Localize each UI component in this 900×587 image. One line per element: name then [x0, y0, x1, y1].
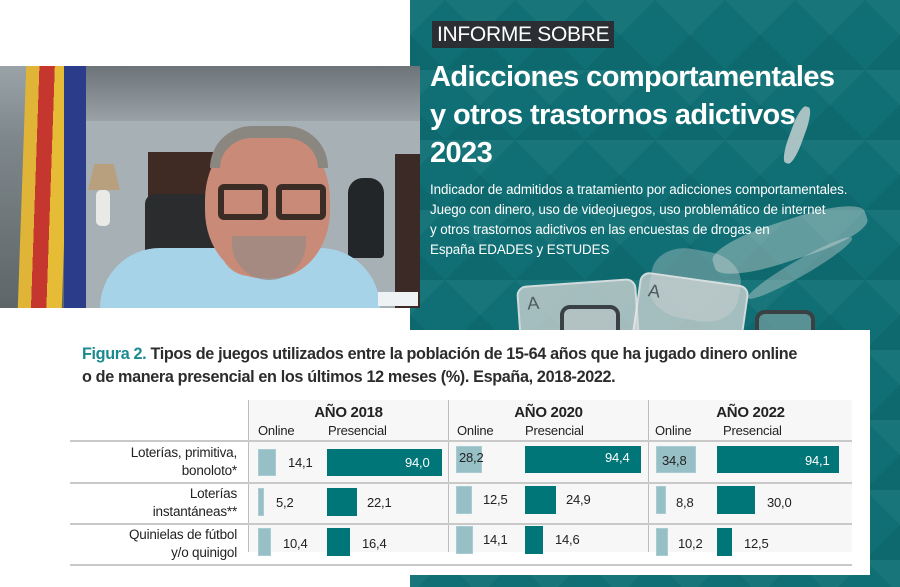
- online-header: Online: [258, 423, 295, 438]
- title-line: y otros trastornos adictivos: [430, 99, 796, 131]
- value-label: 94,0: [405, 455, 430, 470]
- subtitle-line: Indicador de admitidos a tratamiento por…: [430, 182, 848, 197]
- value-label: 16,4: [362, 536, 387, 551]
- online-header: Online: [655, 423, 692, 438]
- value-label: 28,2: [459, 450, 484, 465]
- year-label: AÑO 2022: [716, 404, 785, 421]
- ceiling: [80, 66, 420, 126]
- webcam-video: [0, 66, 420, 308]
- value-label: 12,5: [483, 492, 508, 507]
- bar-online-2018-loterias: [258, 449, 276, 476]
- value-label: 14,6: [555, 532, 580, 547]
- value-label: 94,4: [605, 450, 630, 465]
- panel-2022: AÑO 2022 Online Presencial: [648, 400, 852, 552]
- bar-presencial-2022-quinielas: [717, 528, 732, 556]
- nameplate: [378, 292, 418, 306]
- row-label-quinielas: Quinielas de fútbol y/o quinigol: [128, 527, 237, 560]
- bar-presencial-2020-quinielas: [525, 526, 543, 554]
- presencial-header: Presencial: [525, 423, 584, 438]
- value-label: 5,2: [276, 495, 294, 510]
- title-line: Adicciones comportamentales: [430, 61, 835, 93]
- subtitle-line: Juego con dinero, uso de videojuegos, us…: [430, 202, 826, 217]
- report-cover: A A INFORME SOBRE Adicciones comportamen…: [410, 0, 900, 587]
- value-label: 34,8: [662, 453, 687, 468]
- value-label: 12,5: [744, 536, 769, 551]
- bar-online-2018-quinielas: [258, 528, 271, 556]
- bar-online-2022-loterias: [656, 446, 696, 473]
- year-label: AÑO 2020: [514, 404, 583, 421]
- bar-presencial-2018-instantaneas: [327, 488, 357, 516]
- value-label: 24,9: [566, 492, 591, 507]
- bar-online-2018-instantaneas: [258, 488, 264, 516]
- figure-number: Figura 2.: [82, 345, 147, 363]
- bar-presencial-2022-instantaneas: [717, 486, 755, 514]
- eu-flag: [64, 66, 86, 308]
- value-label: 22,1: [367, 495, 392, 510]
- coat: [348, 178, 384, 258]
- lamp: [88, 164, 120, 190]
- value-label: 8,8: [676, 495, 694, 510]
- subtitle-line: y otros trastornos adictivos en las encu…: [430, 222, 770, 237]
- subtitle-line: España EDADES y ESTUDES: [430, 242, 610, 257]
- value-label: 14,1: [483, 532, 508, 547]
- report-subtitle: Indicador de admitidos a tratamiento por…: [430, 180, 900, 260]
- row-divider: [70, 440, 852, 442]
- row-label-instantaneas: Loterías instantáneas**: [152, 486, 237, 519]
- row-label-loterias: Loterías, primitiva, bonoloto*: [130, 445, 237, 478]
- bar-presencial-2018-loterias: [327, 449, 442, 476]
- online-header: Online: [457, 423, 494, 438]
- glasses: [218, 184, 336, 220]
- bar-online-2020-quinielas: [456, 526, 473, 554]
- value-label: 30,0: [767, 495, 792, 510]
- bar-presencial-2022-loterias: [717, 446, 839, 473]
- value-label: 10,4: [283, 536, 308, 551]
- value-label: 10,2: [678, 536, 703, 551]
- chart-grid: AÑO 2018 Online Presencial AÑO 2020 Onli…: [70, 400, 852, 566]
- title-year: 2023: [430, 137, 493, 169]
- bar-online-2022-quinielas: [656, 528, 668, 556]
- panel-2020: AÑO 2020 Online Presencial: [448, 400, 648, 552]
- lamp-base: [96, 190, 110, 226]
- figure-panel: Figura 2. Tipos de juegos utilizados ent…: [70, 330, 870, 575]
- bar-online-2020-loterias: [456, 446, 482, 473]
- bar-presencial-2018-quinielas: [327, 528, 350, 556]
- value-label: 14,1: [288, 455, 313, 470]
- ace-letter: A: [526, 292, 540, 314]
- figure-title-line1: Tipos de juegos utilizados entre la pobl…: [150, 345, 798, 363]
- presencial-header: Presencial: [328, 423, 387, 438]
- door: [395, 154, 420, 308]
- bar-presencial-2020-loterias: [525, 446, 641, 473]
- figure-title-line2: o de manera presencial en los últimos 12…: [82, 368, 616, 386]
- row-divider: [70, 523, 852, 525]
- panel-2018: AÑO 2018 Online Presencial: [248, 400, 448, 552]
- report-title: Adicciones comportamentales y otros tras…: [430, 58, 890, 172]
- ace-letter: A: [646, 280, 662, 302]
- year-label: AÑO 2018: [314, 404, 383, 421]
- bar-online-2022-instantaneas: [656, 486, 666, 514]
- bar-online-2020-instantaneas: [456, 486, 472, 514]
- row-divider: [70, 564, 852, 566]
- row-divider: [70, 482, 852, 484]
- figure-title: Figura 2. Tipos de juegos utilizados ent…: [82, 343, 872, 389]
- value-label: 94,1: [805, 453, 830, 468]
- spain-flag: [17, 66, 71, 308]
- report-kicker: INFORME SOBRE: [432, 21, 615, 48]
- presencial-header: Presencial: [723, 423, 782, 438]
- bar-presencial-2020-instantaneas: [525, 486, 556, 514]
